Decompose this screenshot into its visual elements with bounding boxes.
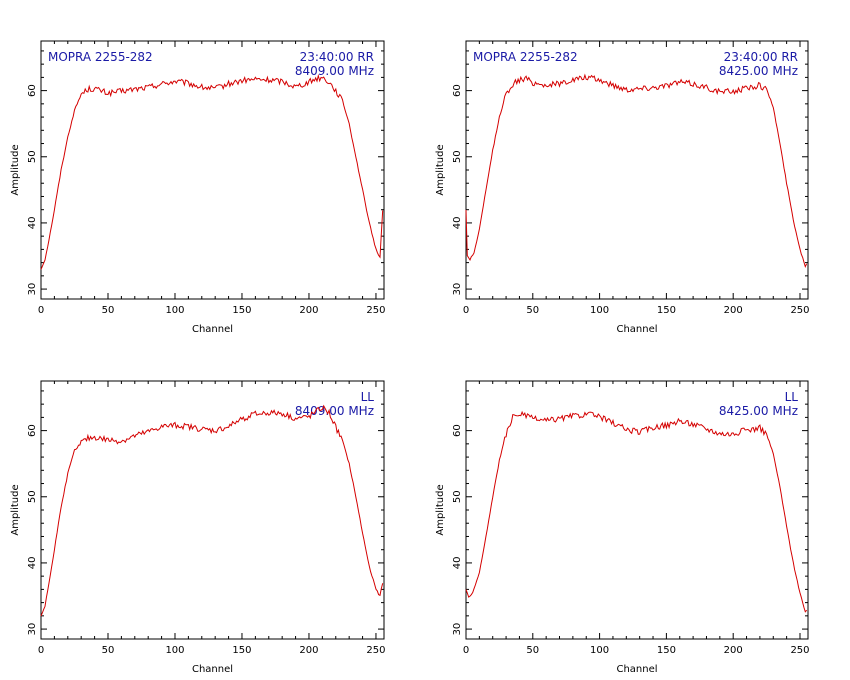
x-tick-label: 200 — [299, 645, 318, 656]
spectrum-line — [465, 410, 808, 613]
frequency-label: 8409.00 MHz — [295, 64, 374, 78]
x-tick-label: 0 — [38, 305, 44, 316]
y-axis-title: Amplitude — [435, 484, 446, 535]
x-tick-label: 150 — [232, 645, 251, 656]
time-polarization-label: LL — [785, 390, 799, 404]
y-tick-label: 40 — [27, 557, 38, 570]
time-polarization-label: 23:40:00 RR — [724, 50, 798, 64]
x-tick-label: 250 — [366, 645, 385, 656]
x-tick-label: 250 — [366, 305, 385, 316]
data-points — [40, 77, 383, 270]
x-tick-label: 100 — [165, 645, 184, 656]
y-axis-title: Amplitude — [10, 484, 21, 535]
chart-panel-3: 0 50 100 150 200 250 30 40 50 60 Channel Amplitude L… — [10, 380, 386, 675]
x-tick-label: 50 — [102, 305, 115, 316]
spectrum-line — [465, 73, 808, 268]
x-tick-label: 250 — [790, 645, 809, 656]
chart-panel-2: 0 50 100 150 200 250 30 40 50 60 Channel Amplitude M… — [435, 40, 810, 335]
x-tick-label: 250 — [790, 305, 809, 316]
x-tick-label: 150 — [232, 305, 251, 316]
x-tick-label: 50 — [526, 645, 539, 656]
y-tick-label: 60 — [27, 84, 38, 97]
x-tick-label: 200 — [724, 645, 743, 656]
x-axis-title: Channel — [192, 664, 233, 675]
x-tick-label: 100 — [590, 305, 609, 316]
plot-frame — [465, 40, 809, 300]
y-tick-label: 50 — [27, 150, 38, 163]
data-points — [465, 77, 807, 266]
time-polarization-label: 23:40:00 RR — [300, 50, 374, 64]
source-label: MOPRA 2255-282 — [48, 50, 153, 64]
x-tick-label: 50 — [526, 305, 539, 316]
x-axis-title: Channel — [616, 324, 657, 335]
time-polarization-label: LL — [361, 390, 375, 404]
frequency-label: 8425.00 MHz — [719, 404, 798, 418]
y-tick-label: 40 — [452, 557, 463, 570]
frequency-label: 8425.00 MHz — [719, 64, 798, 78]
spectrum-line — [40, 404, 384, 617]
source-label: MOPRA 2255-282 — [473, 50, 578, 64]
x-tick-label: 0 — [38, 645, 44, 656]
x-tick-label: 200 — [299, 305, 318, 316]
x-tick-label: 0 — [463, 305, 469, 316]
y-tick-label: 50 — [452, 490, 463, 503]
frequency-label: 8409.00 MHz — [295, 404, 374, 418]
y-tick-label: 30 — [27, 623, 38, 636]
y-tick-label: 30 — [452, 283, 463, 296]
chart-panel-1: 0 50 100 150 200 250 30 40 50 60 Channel Amplitude M… — [10, 40, 386, 335]
y-axis-title: Amplitude — [10, 144, 21, 195]
data-points — [465, 413, 807, 613]
y-tick-label: 60 — [452, 424, 463, 437]
x-tick-label: 0 — [463, 645, 469, 656]
plot-frame — [40, 40, 385, 300]
data-points — [40, 407, 383, 616]
y-tick-label: 40 — [27, 217, 38, 230]
y-tick-label: 50 — [27, 490, 38, 503]
chart-panel-4: 0 50 100 150 200 250 30 40 50 60 Channel Amplitude L… — [435, 380, 810, 675]
y-tick-label: 40 — [452, 217, 463, 230]
y-tick-label: 30 — [27, 283, 38, 296]
y-tick-label: 60 — [27, 424, 38, 437]
y-tick-label: 30 — [452, 623, 463, 636]
y-tick-label: 50 — [452, 150, 463, 163]
y-axis-title: Amplitude — [435, 144, 446, 195]
x-tick-label: 100 — [165, 305, 184, 316]
x-axis-title: Channel — [616, 664, 657, 675]
y-tick-label: 60 — [452, 84, 463, 97]
plot-frame — [465, 380, 809, 640]
spectrum-line — [40, 73, 384, 270]
x-tick-label: 50 — [102, 645, 115, 656]
x-tick-label: 200 — [724, 305, 743, 316]
plot-frame — [40, 380, 385, 640]
x-tick-label: 100 — [590, 645, 609, 656]
x-tick-label: 150 — [657, 645, 676, 656]
x-axis-title: Channel — [192, 324, 233, 335]
x-tick-label: 150 — [657, 305, 676, 316]
